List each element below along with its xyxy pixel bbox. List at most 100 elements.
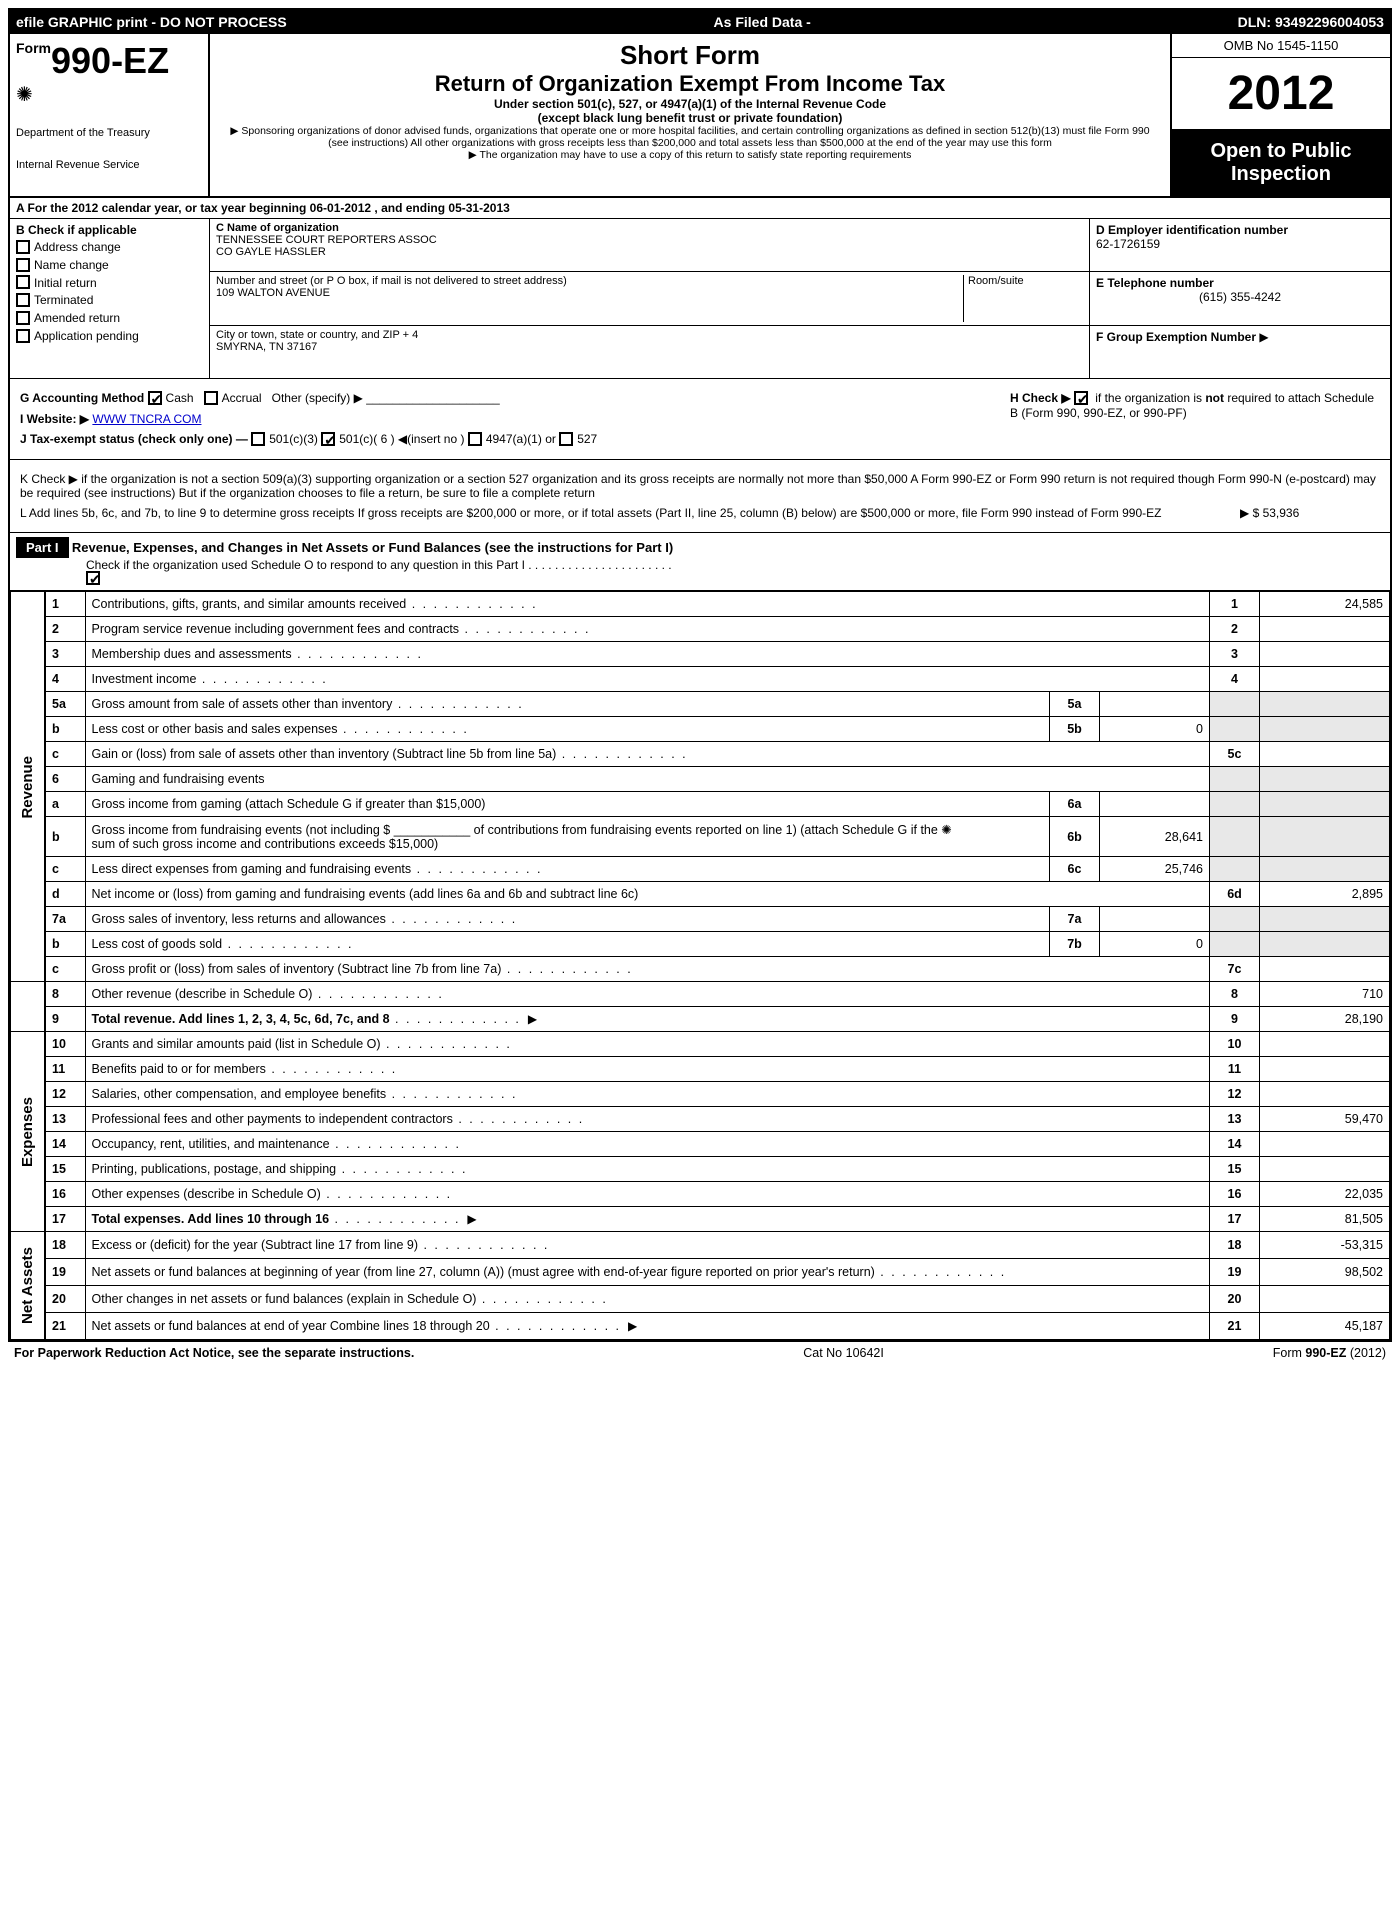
city-value: SMYRNA, TN 37167 <box>216 341 1083 353</box>
row-8-num: 8 <box>45 982 85 1007</box>
page-footer: For Paperwork Reduction Act Notice, see … <box>8 1342 1392 1364</box>
opt-application-pending: Application pending <box>34 329 139 343</box>
vlabel-revenue: Revenue <box>17 746 38 829</box>
website-link[interactable]: WWW TNCRA COM <box>92 412 201 426</box>
line-h-prefix: H Check ▶ <box>1010 391 1074 405</box>
checkbox-501c3[interactable] <box>251 432 265 446</box>
row-3-num: 3 <box>45 642 85 667</box>
row-5a-sv <box>1100 692 1210 717</box>
checkbox-initial-return[interactable] <box>16 275 30 289</box>
form-prefix: Form <box>16 40 51 56</box>
top-bar: efile GRAPHIC print - DO NOT PROCESS As … <box>10 10 1390 34</box>
checkbox-application-pending[interactable] <box>16 329 30 343</box>
checkbox-amended-return[interactable] <box>16 311 30 325</box>
row-6a-sv <box>1100 792 1210 817</box>
row-3-val <box>1260 642 1390 667</box>
group-exemption-label: F Group Exemption Number <box>1096 330 1256 344</box>
return-title: Return of Organization Exempt From Incom… <box>220 71 1160 97</box>
row-13-num: 13 <box>45 1107 85 1132</box>
row-19-desc: Net assets or fund balances at beginning… <box>92 1265 875 1279</box>
tax-year-begin: 06-01-2012 <box>310 201 371 215</box>
row-7a-num: 7a <box>45 907 85 932</box>
row-7b-sv: 0 <box>1100 932 1210 957</box>
row-13-ln: 13 <box>1210 1107 1260 1132</box>
row-6d-val: 2,895 <box>1260 882 1390 907</box>
row-12-val <box>1260 1082 1390 1107</box>
part-i-title: Revenue, Expenses, and Changes in Net As… <box>72 540 673 555</box>
row-16-ln: 16 <box>1210 1182 1260 1207</box>
opt-501c: 501(c)( 6 ) ◀(insert no ) <box>339 432 464 446</box>
row-10-ln: 10 <box>1210 1032 1260 1057</box>
footer-mid: Cat No 10642I <box>803 1346 884 1360</box>
website-label: I Website: ▶ <box>20 412 89 426</box>
section-c-org-info: C Name of organization TENNESSEE COURT R… <box>210 219 1090 378</box>
checkbox-accrual[interactable] <box>204 391 218 405</box>
sponsor-line: ▶ Sponsoring organizations of donor advi… <box>220 125 1160 149</box>
section-b-title: B Check if applicable <box>16 223 137 237</box>
checkbox-501c[interactable] <box>321 432 335 446</box>
row-10-val <box>1260 1032 1390 1057</box>
opt-terminated: Terminated <box>34 293 93 307</box>
row-11-desc: Benefits paid to or for members <box>92 1062 266 1076</box>
row-15-desc: Printing, publications, postage, and shi… <box>92 1162 337 1176</box>
checkbox-4947[interactable] <box>468 432 482 446</box>
label-cash: Cash <box>166 391 194 405</box>
row-7a-desc: Gross sales of inventory, less returns a… <box>92 912 386 926</box>
row-9-arrow: ▶ <box>528 1012 537 1026</box>
row-14-desc: Occupancy, rent, utilities, and maintena… <box>92 1137 330 1151</box>
line-l: L Add lines 5b, 6c, and 7b, to line 9 to… <box>20 506 1380 520</box>
checkbox-address-change[interactable] <box>16 240 30 254</box>
row-2-desc: Program service revenue including govern… <box>92 622 460 636</box>
row-5b-num: b <box>45 717 85 742</box>
row-6b-sn: 6b <box>1050 817 1100 857</box>
row-7b-sn: 7b <box>1050 932 1100 957</box>
checkbox-terminated[interactable] <box>16 293 30 307</box>
opt-527: 527 <box>577 432 597 446</box>
row-6c-num: c <box>45 857 85 882</box>
row-16-desc: Other expenses (describe in Schedule O) <box>92 1187 321 1201</box>
room-suite-label: Room/suite <box>963 275 1083 321</box>
row-19-val: 98,502 <box>1260 1259 1390 1286</box>
checkbox-schedule-b[interactable] <box>1074 391 1088 405</box>
row-19-num: 19 <box>45 1259 85 1286</box>
checkbox-527[interactable] <box>559 432 573 446</box>
row-10-num: 10 <box>45 1032 85 1057</box>
footer-right: Form 990-EZ (2012) <box>1273 1346 1386 1360</box>
opt-address-change: Address change <box>34 240 121 254</box>
row-17-num: 17 <box>45 1207 85 1232</box>
row-6-num: 6 <box>45 767 85 792</box>
opt-initial-return: Initial return <box>34 276 97 290</box>
checkbox-cash[interactable] <box>148 391 162 405</box>
checkbox-schedule-o[interactable] <box>86 571 100 585</box>
row-19-ln: 19 <box>1210 1259 1260 1286</box>
line-l-text: L Add lines 5b, 6c, and 7b, to line 9 to… <box>20 506 1240 520</box>
row-5b-sn: 5b <box>1050 717 1100 742</box>
ein-value: 62-1726159 <box>1096 237 1160 251</box>
row-6b-desc2: sum of such gross income and contributio… <box>92 837 439 851</box>
row-17-arrow: ▶ <box>467 1212 476 1226</box>
row-18-desc: Excess or (deficit) for the year (Subtra… <box>92 1238 419 1252</box>
row-15-ln: 15 <box>1210 1157 1260 1182</box>
row-21-ln: 21 <box>1210 1313 1260 1340</box>
opt-name-change: Name change <box>34 258 109 272</box>
open-line1: Open to Public <box>1176 140 1386 163</box>
checkbox-name-change[interactable] <box>16 258 30 272</box>
line-k-text: K Check ▶ if the organization is not a s… <box>20 472 1376 500</box>
row-18-num: 18 <box>45 1232 85 1259</box>
line-g-label: G Accounting Method <box>20 391 148 405</box>
dept-treasury: Department of the Treasury <box>16 127 202 139</box>
irs-logo-icon: ✺ <box>16 82 202 107</box>
footer-left: For Paperwork Reduction Act Notice, see … <box>14 1346 414 1360</box>
row-7c-ln: 7c <box>1210 957 1260 982</box>
row-2-ln: 2 <box>1210 617 1260 642</box>
street-value: 109 WALTON AVENUE <box>216 287 963 299</box>
org-name-1: TENNESSEE COURT REPORTERS ASSOC <box>216 234 1083 246</box>
row-9-ln: 9 <box>1210 1007 1260 1032</box>
line-g-accounting: G Accounting Method Cash Accrual Other (… <box>20 391 1000 406</box>
row-9-desc: Total revenue. Add lines 1, 2, 3, 4, 5c,… <box>92 1012 390 1026</box>
tax-year-end: 05-31-2013 <box>448 201 509 215</box>
under-section: Under section 501(c), 527, or 4947(a)(1)… <box>220 97 1160 111</box>
row-18-ln: 18 <box>1210 1232 1260 1259</box>
row-20-ln: 20 <box>1210 1286 1260 1313</box>
row-4-ln: 4 <box>1210 667 1260 692</box>
